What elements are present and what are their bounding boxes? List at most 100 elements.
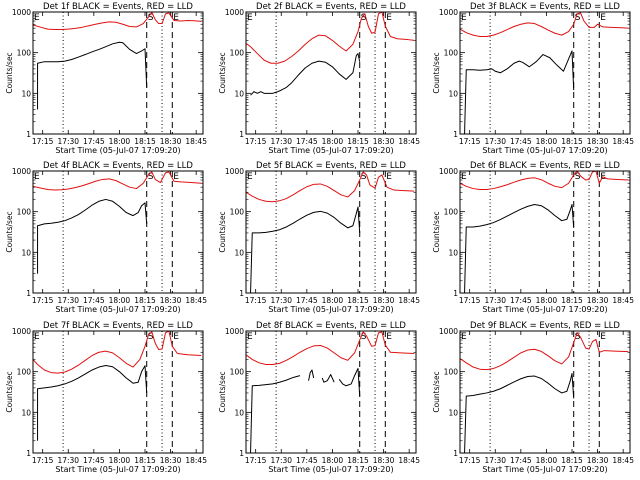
time-marker-label: S bbox=[148, 172, 154, 182]
x-tick-label: 18:45 bbox=[612, 137, 634, 146]
x-tick-label: 18:30 bbox=[160, 137, 182, 146]
x-tick-label: 18:15 bbox=[561, 296, 583, 305]
x-tick-label: 18:00 bbox=[322, 296, 344, 305]
x-tick-label: 18:30 bbox=[160, 296, 182, 305]
lld-series-line bbox=[459, 170, 629, 191]
y-tick-label: 100 bbox=[444, 208, 459, 217]
plot-frame bbox=[459, 11, 631, 135]
lld-series-line bbox=[245, 171, 415, 203]
lld-series-line bbox=[32, 11, 202, 31]
events-series-line bbox=[308, 369, 315, 381]
x-tick-label: 17:45 bbox=[296, 296, 318, 305]
y-tick-label: 1 bbox=[26, 449, 31, 458]
lld-series-line bbox=[245, 11, 415, 64]
x-tick-label: 18:45 bbox=[185, 456, 207, 465]
y-tick-label: 10 bbox=[448, 408, 458, 417]
x-axis-label: Start Time (05-Jul-07 17:09:20) bbox=[482, 146, 607, 155]
time-marker-label: E bbox=[386, 13, 392, 23]
y-tick-label: 10 bbox=[234, 248, 244, 257]
y-axis-label: Counts/sec bbox=[5, 52, 14, 93]
x-tick-label: 17:30 bbox=[57, 296, 79, 305]
x-tick-label: 18:15 bbox=[134, 296, 156, 305]
x-tick-label: 17:45 bbox=[83, 137, 105, 146]
y-tick-label: 100 bbox=[444, 49, 459, 58]
time-marker-label: E bbox=[600, 332, 606, 342]
x-tick-label: 18:15 bbox=[134, 137, 156, 146]
x-tick-label: 18:30 bbox=[373, 296, 395, 305]
y-tick-label: 1000 bbox=[225, 327, 244, 336]
panel-title: Det 3f BLACK = Events, RED = LLD bbox=[470, 2, 620, 12]
x-tick-label: 17:30 bbox=[57, 137, 79, 146]
x-tick-label: 17:15 bbox=[245, 296, 267, 305]
lld-series-line bbox=[32, 171, 202, 191]
x-tick-label: 18:30 bbox=[587, 137, 609, 146]
y-tick-label: 1000 bbox=[12, 8, 31, 17]
time-marker-label: S bbox=[361, 13, 367, 23]
x-tick-label: 18:45 bbox=[185, 296, 207, 305]
x-tick-label: 18:00 bbox=[536, 296, 558, 305]
x-axis-label: Start Time (05-Jul-07 17:09:20) bbox=[55, 146, 180, 155]
x-tick-label: 17:15 bbox=[32, 137, 54, 146]
y-tick-label: 1 bbox=[453, 130, 458, 139]
x-tick-label: 18:00 bbox=[536, 137, 558, 146]
x-tick-label: 17:30 bbox=[270, 296, 292, 305]
time-marker-label: S bbox=[575, 332, 581, 342]
x-axis-label: Start Time (05-Jul-07 17:09:20) bbox=[482, 305, 607, 314]
y-tick-label: 10 bbox=[448, 248, 458, 257]
time-marker-label: E bbox=[34, 13, 40, 23]
x-tick-label: 18:00 bbox=[322, 456, 344, 465]
time-marker-label: E bbox=[461, 172, 467, 182]
y-tick-label: 10 bbox=[448, 89, 458, 98]
events-series-line bbox=[37, 364, 148, 441]
panel-title: Det 8f BLACK = Events, RED = LLD bbox=[256, 321, 406, 331]
x-tick-label: 18:45 bbox=[398, 137, 420, 146]
detector-panel: Det 8f BLACK = Events, RED = LLD 17:15 17:… bbox=[218, 321, 420, 474]
lld-series-line bbox=[245, 331, 415, 366]
y-tick-label: 100 bbox=[230, 208, 245, 217]
lld-series-line bbox=[459, 332, 629, 371]
time-marker-label: E bbox=[173, 172, 179, 182]
x-tick-label: 18:45 bbox=[398, 296, 420, 305]
y-tick-label: 100 bbox=[17, 368, 32, 377]
time-marker-label: E bbox=[600, 13, 606, 23]
x-axis-label: Start Time (05-Jul-07 17:09:20) bbox=[268, 305, 393, 314]
x-tick-label: 17:45 bbox=[296, 137, 318, 146]
lld-series-line bbox=[459, 12, 629, 37]
panel-title: Det 5f BLACK = Events, RED = LLD bbox=[256, 161, 406, 171]
x-tick-label: 18:30 bbox=[160, 456, 182, 465]
x-tick-label: 18:15 bbox=[561, 137, 583, 146]
x-tick-label: 17:45 bbox=[296, 456, 318, 465]
x-tick-label: 17:45 bbox=[510, 456, 532, 465]
y-axis-label: Counts/sec bbox=[218, 371, 227, 412]
time-marker-label: E bbox=[461, 332, 467, 342]
y-tick-label: 100 bbox=[17, 208, 32, 217]
events-series-line bbox=[37, 198, 148, 274]
x-tick-label: 18:00 bbox=[322, 137, 344, 146]
x-tick-label: 18:15 bbox=[347, 456, 369, 465]
x-tick-label: 17:15 bbox=[245, 456, 267, 465]
time-marker-label: E bbox=[386, 172, 392, 182]
time-marker-label: E bbox=[386, 332, 392, 342]
time-marker-label: S bbox=[148, 332, 154, 342]
plot-frame bbox=[32, 170, 204, 294]
x-tick-label: 17:15 bbox=[32, 296, 54, 305]
time-marker-label: E bbox=[247, 13, 253, 23]
events-series-line bbox=[250, 206, 361, 294]
x-tick-label: 18:15 bbox=[347, 296, 369, 305]
time-marker-label: E bbox=[173, 13, 179, 23]
y-tick-label: 1000 bbox=[439, 327, 458, 336]
x-tick-label: 18:30 bbox=[373, 137, 395, 146]
x-tick-label: 17:15 bbox=[459, 296, 481, 305]
events-series-line bbox=[338, 367, 361, 397]
y-tick-label: 1000 bbox=[12, 327, 31, 336]
x-axis-label: Start Time (05-Jul-07 17:09:20) bbox=[55, 465, 180, 474]
y-axis-label: Counts/sec bbox=[432, 371, 441, 412]
x-tick-label: 17:45 bbox=[510, 137, 532, 146]
plot-frame bbox=[459, 170, 631, 294]
x-tick-label: 18:30 bbox=[373, 456, 395, 465]
